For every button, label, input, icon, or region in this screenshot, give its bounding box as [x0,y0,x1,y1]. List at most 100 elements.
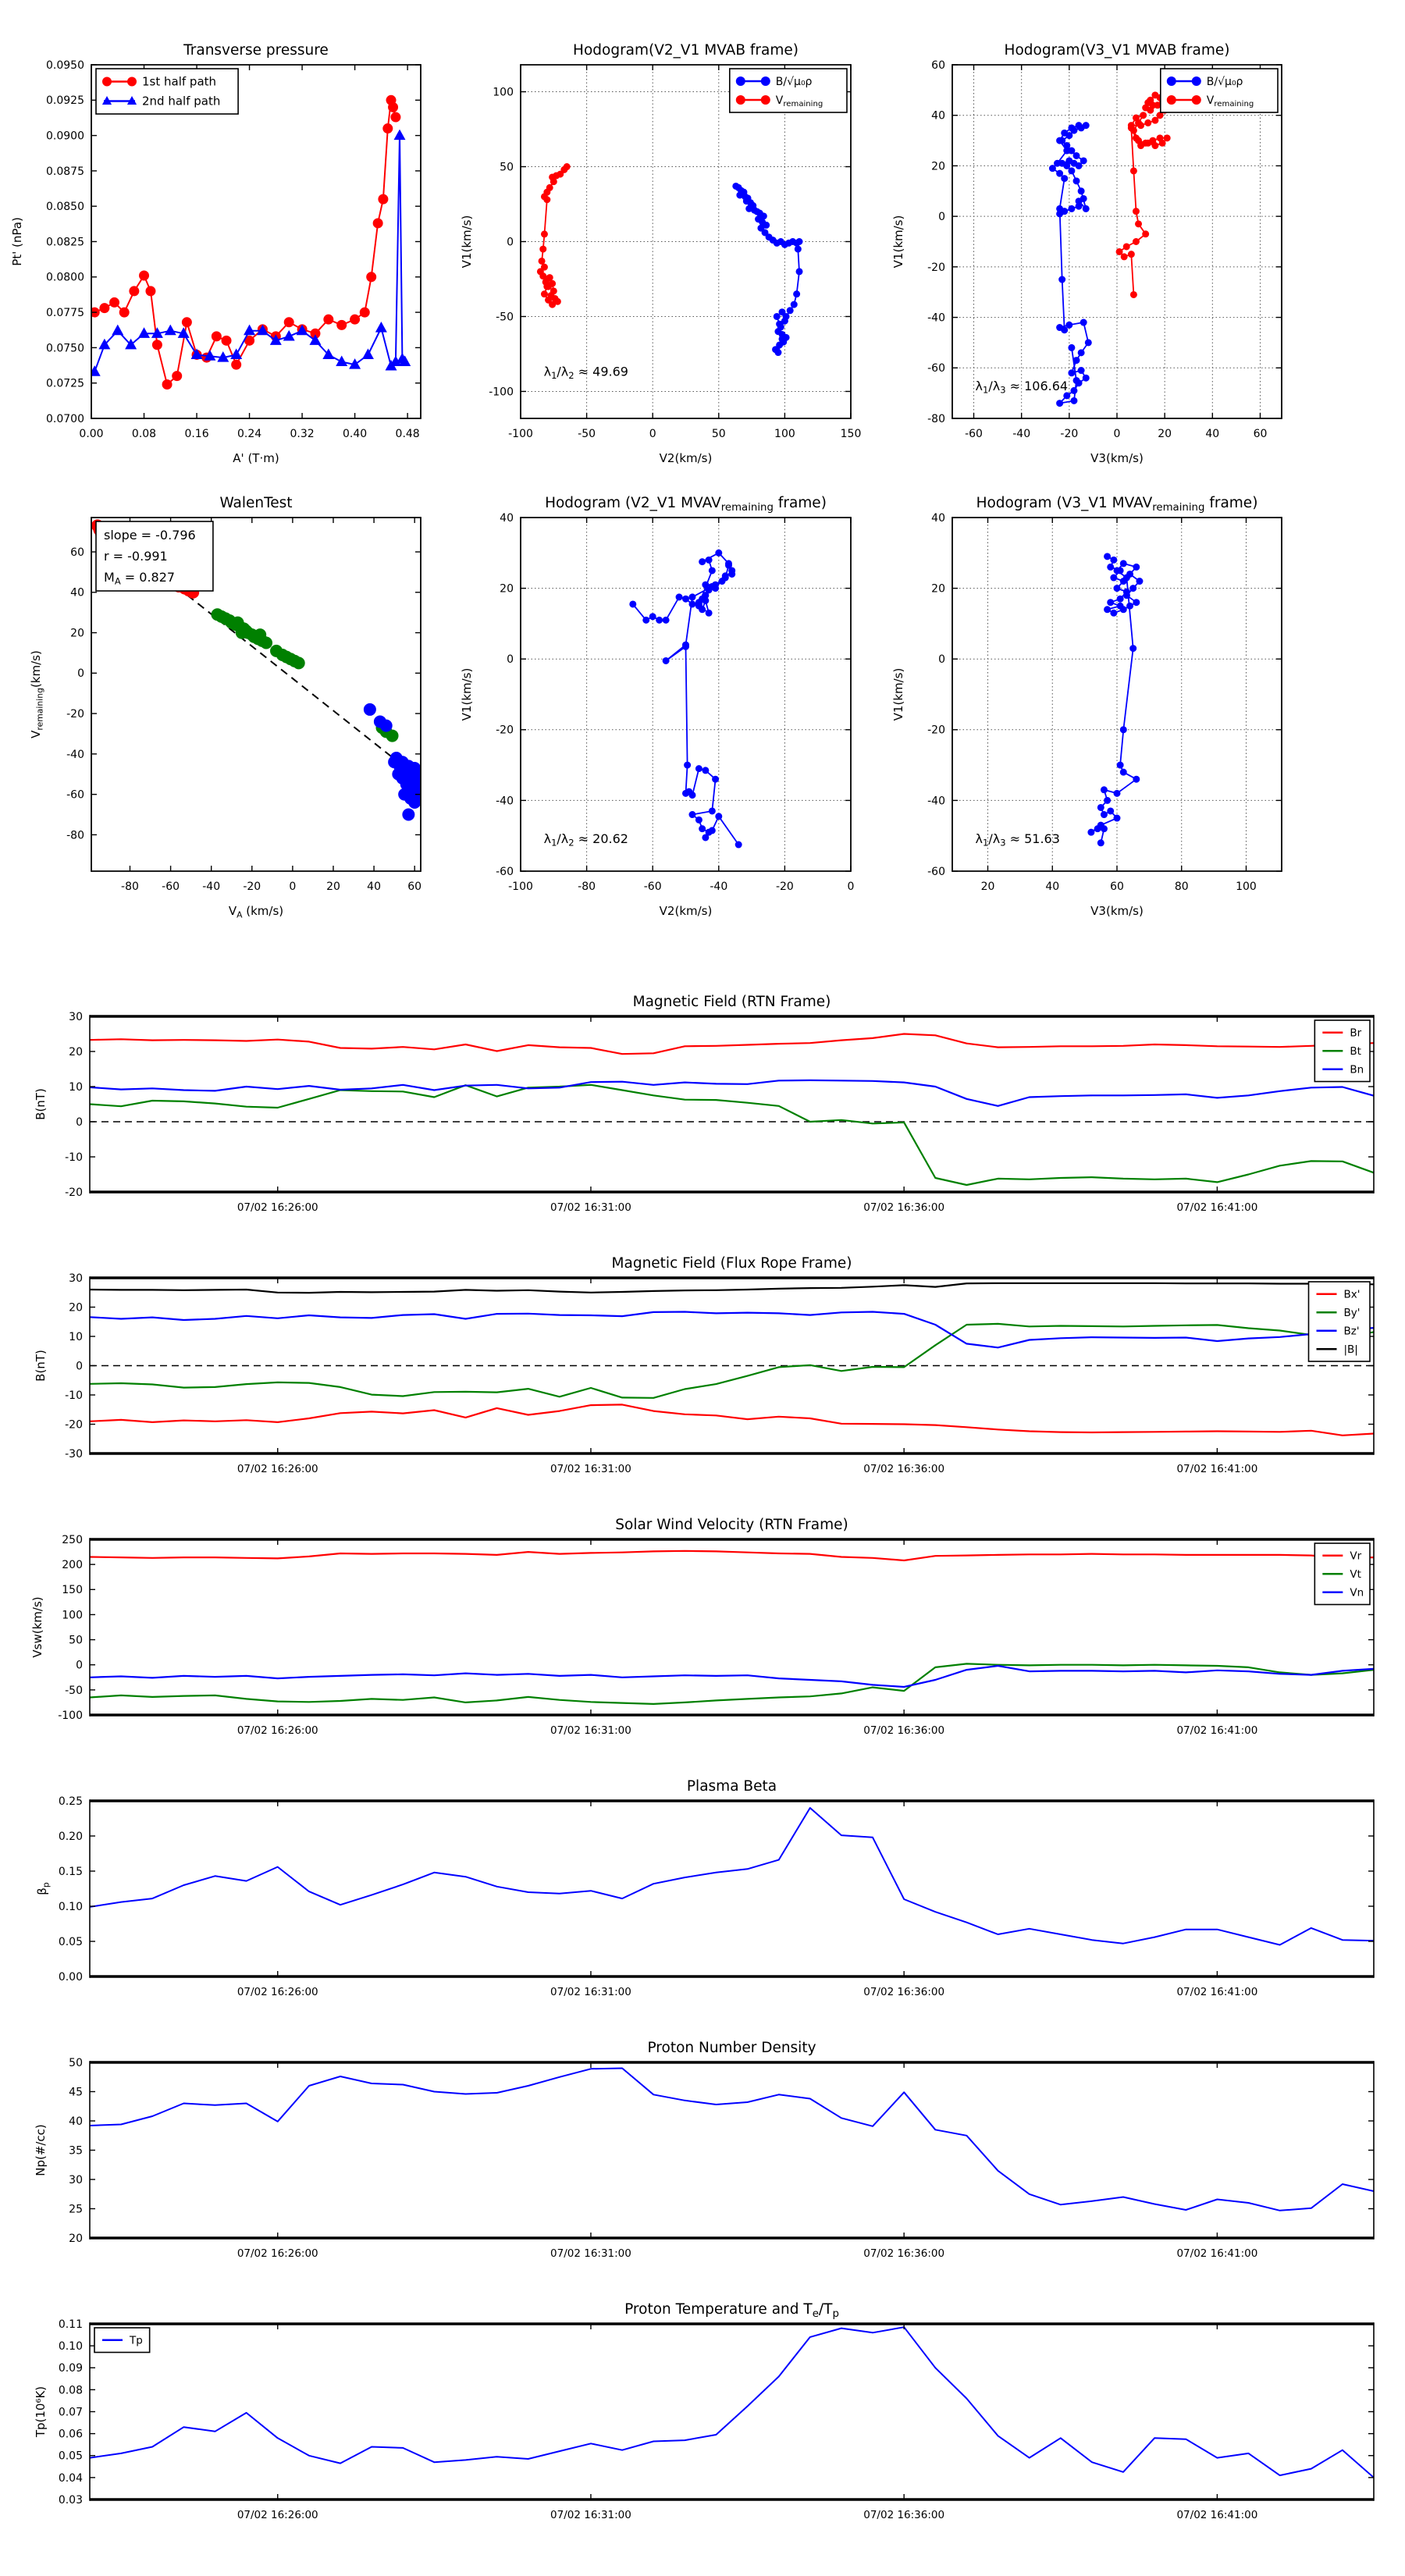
y-tick-label: 0.10 [59,2340,83,2353]
axis-ticks [90,1800,1374,1977]
x-tick-label: 07/02 16:31:00 [550,2247,631,2260]
y-tick-label: 0.0875 [46,165,84,178]
y-tick-label: 35 [69,2144,83,2157]
axis-ticks [91,64,421,419]
x-tick-label: -20 [1060,428,1078,440]
axis-ticks [90,1539,1374,1716]
x-tick-label: 20 [326,881,340,893]
y-tick-label: 0.11 [59,2318,83,2331]
y-tick-label: 25 [69,2203,83,2215]
x-tick-label: 100 [774,428,795,440]
axis-ticks [952,517,1282,872]
y-tick-label: -20 [927,262,945,274]
legend-walen-test: slope = -0.796 r = -0.991 MA = 0.827 [95,521,214,592]
series-group [90,2326,1374,2478]
y-axis-label: Pt' (nPa) [10,217,24,266]
y-tick-label: -80 [927,413,945,425]
x-tick-label: 0 [848,881,855,893]
y-tick-label: 0.0950 [46,59,84,72]
x-tick-label: 07/02 16:36:00 [863,2247,944,2260]
x-axis-label: A' (T·m) [233,451,279,465]
y-axis-label: V1(km/s) [460,215,474,269]
x-tick-label: 50 [712,428,726,440]
gridlines [520,517,852,872]
y-tick-label: 0 [77,667,84,680]
series-group [90,2067,1374,2211]
y-tick-label: 30 [69,1011,83,1023]
series-tp [90,2326,1374,2478]
axis-ticks [90,2323,1374,2500]
x-axis-label: V3(km/s) [1090,904,1144,918]
x-tick-label: -40 [710,881,727,893]
series-vt [90,1663,1374,1705]
y-tick-label: 0.0825 [46,236,84,248]
chart-title-walen-test: WalenTest [219,495,292,511]
series-group [90,1033,1374,1187]
y-tick-label: -60 [927,362,945,375]
y-tick-label: 0.0900 [46,130,84,143]
legend-label: r = -0.991 [104,549,168,564]
x-tick-label: 0.24 [237,428,261,440]
y-tick-label: 150 [62,1584,83,1596]
series-group [629,549,742,849]
y-tick-label: 40 [931,512,945,525]
x-tick-label: 0 [649,428,656,440]
annotation: λ1/λ2 ≈ 20.62 [544,831,628,849]
gridlines [520,65,852,418]
y-tick-label: 10 [69,1331,83,1343]
x-tick-label: 07/02 16:41:00 [1176,1986,1257,1998]
axis-ticks [520,65,852,418]
legend-label: Tp [129,2334,143,2347]
y-tick-label: -20 [65,1418,83,1431]
y-tick-label: 0.0750 [46,342,84,354]
x-tick-label: -20 [243,881,261,893]
y-tick-label: 0.03 [59,2494,83,2507]
y-tick-label: 40 [500,512,514,525]
y-tick-label: 0 [938,653,945,666]
legend-label: Vt [1350,1568,1361,1581]
y-tick-label: 0.0800 [46,272,84,284]
series-group [91,519,421,821]
series-v-hodogram [1087,553,1144,847]
series-b-sqrt-mu0-rho- [1048,122,1092,407]
axis-ticks [91,518,421,871]
series-group [536,163,803,357]
x-tick-label: 20 [1158,428,1172,440]
series-by' [90,1322,1374,1399]
y-tick-label: 30 [69,1272,83,1285]
annotation: λ1/λ3 ≈ 106.64 [976,379,1069,396]
series-middle-points [211,608,399,742]
y-tick-label: 0.07 [59,2406,83,2418]
y-tick-label: 0.20 [59,1831,83,1843]
axis-ticks [90,1016,1374,1193]
series-2nd-half-path [91,129,411,376]
legend-label: |B| [1344,1343,1358,1356]
y-tick-label: 100 [493,86,514,98]
x-tick-label: 07/02 16:41:00 [1176,2509,1257,2521]
gridlines [952,64,1282,419]
series-np [90,2067,1374,2211]
legend-label: B/√μ₀ρ [1207,76,1243,88]
y-tick-label: 0.10 [59,1901,83,1913]
y-tick-label: 50 [69,2057,83,2069]
y-axis-label: V1(km/s) [891,668,905,721]
x-tick-label: 150 [841,428,862,440]
series-group [1048,86,1173,407]
annotation: λ1/λ3 ≈ 51.63 [976,831,1060,849]
y-axis-label: Tp(10⁶K) [34,2386,48,2438]
x-axis-label: VA (km/s) [229,904,283,920]
series-bn [90,1079,1374,1107]
x-axis-label: V3(km/s) [1090,451,1144,465]
legend-label: slope = -0.796 [104,528,196,543]
series-last-third-points [363,703,421,821]
chart-title-proton-number-density: Proton Number Density [647,2040,816,2056]
y-tick-label: 20 [69,1301,83,1314]
x-tick-label: -100 [508,428,533,440]
x-axis-label: V2(km/s) [660,451,713,465]
y-tick-label: 250 [62,1534,83,1546]
